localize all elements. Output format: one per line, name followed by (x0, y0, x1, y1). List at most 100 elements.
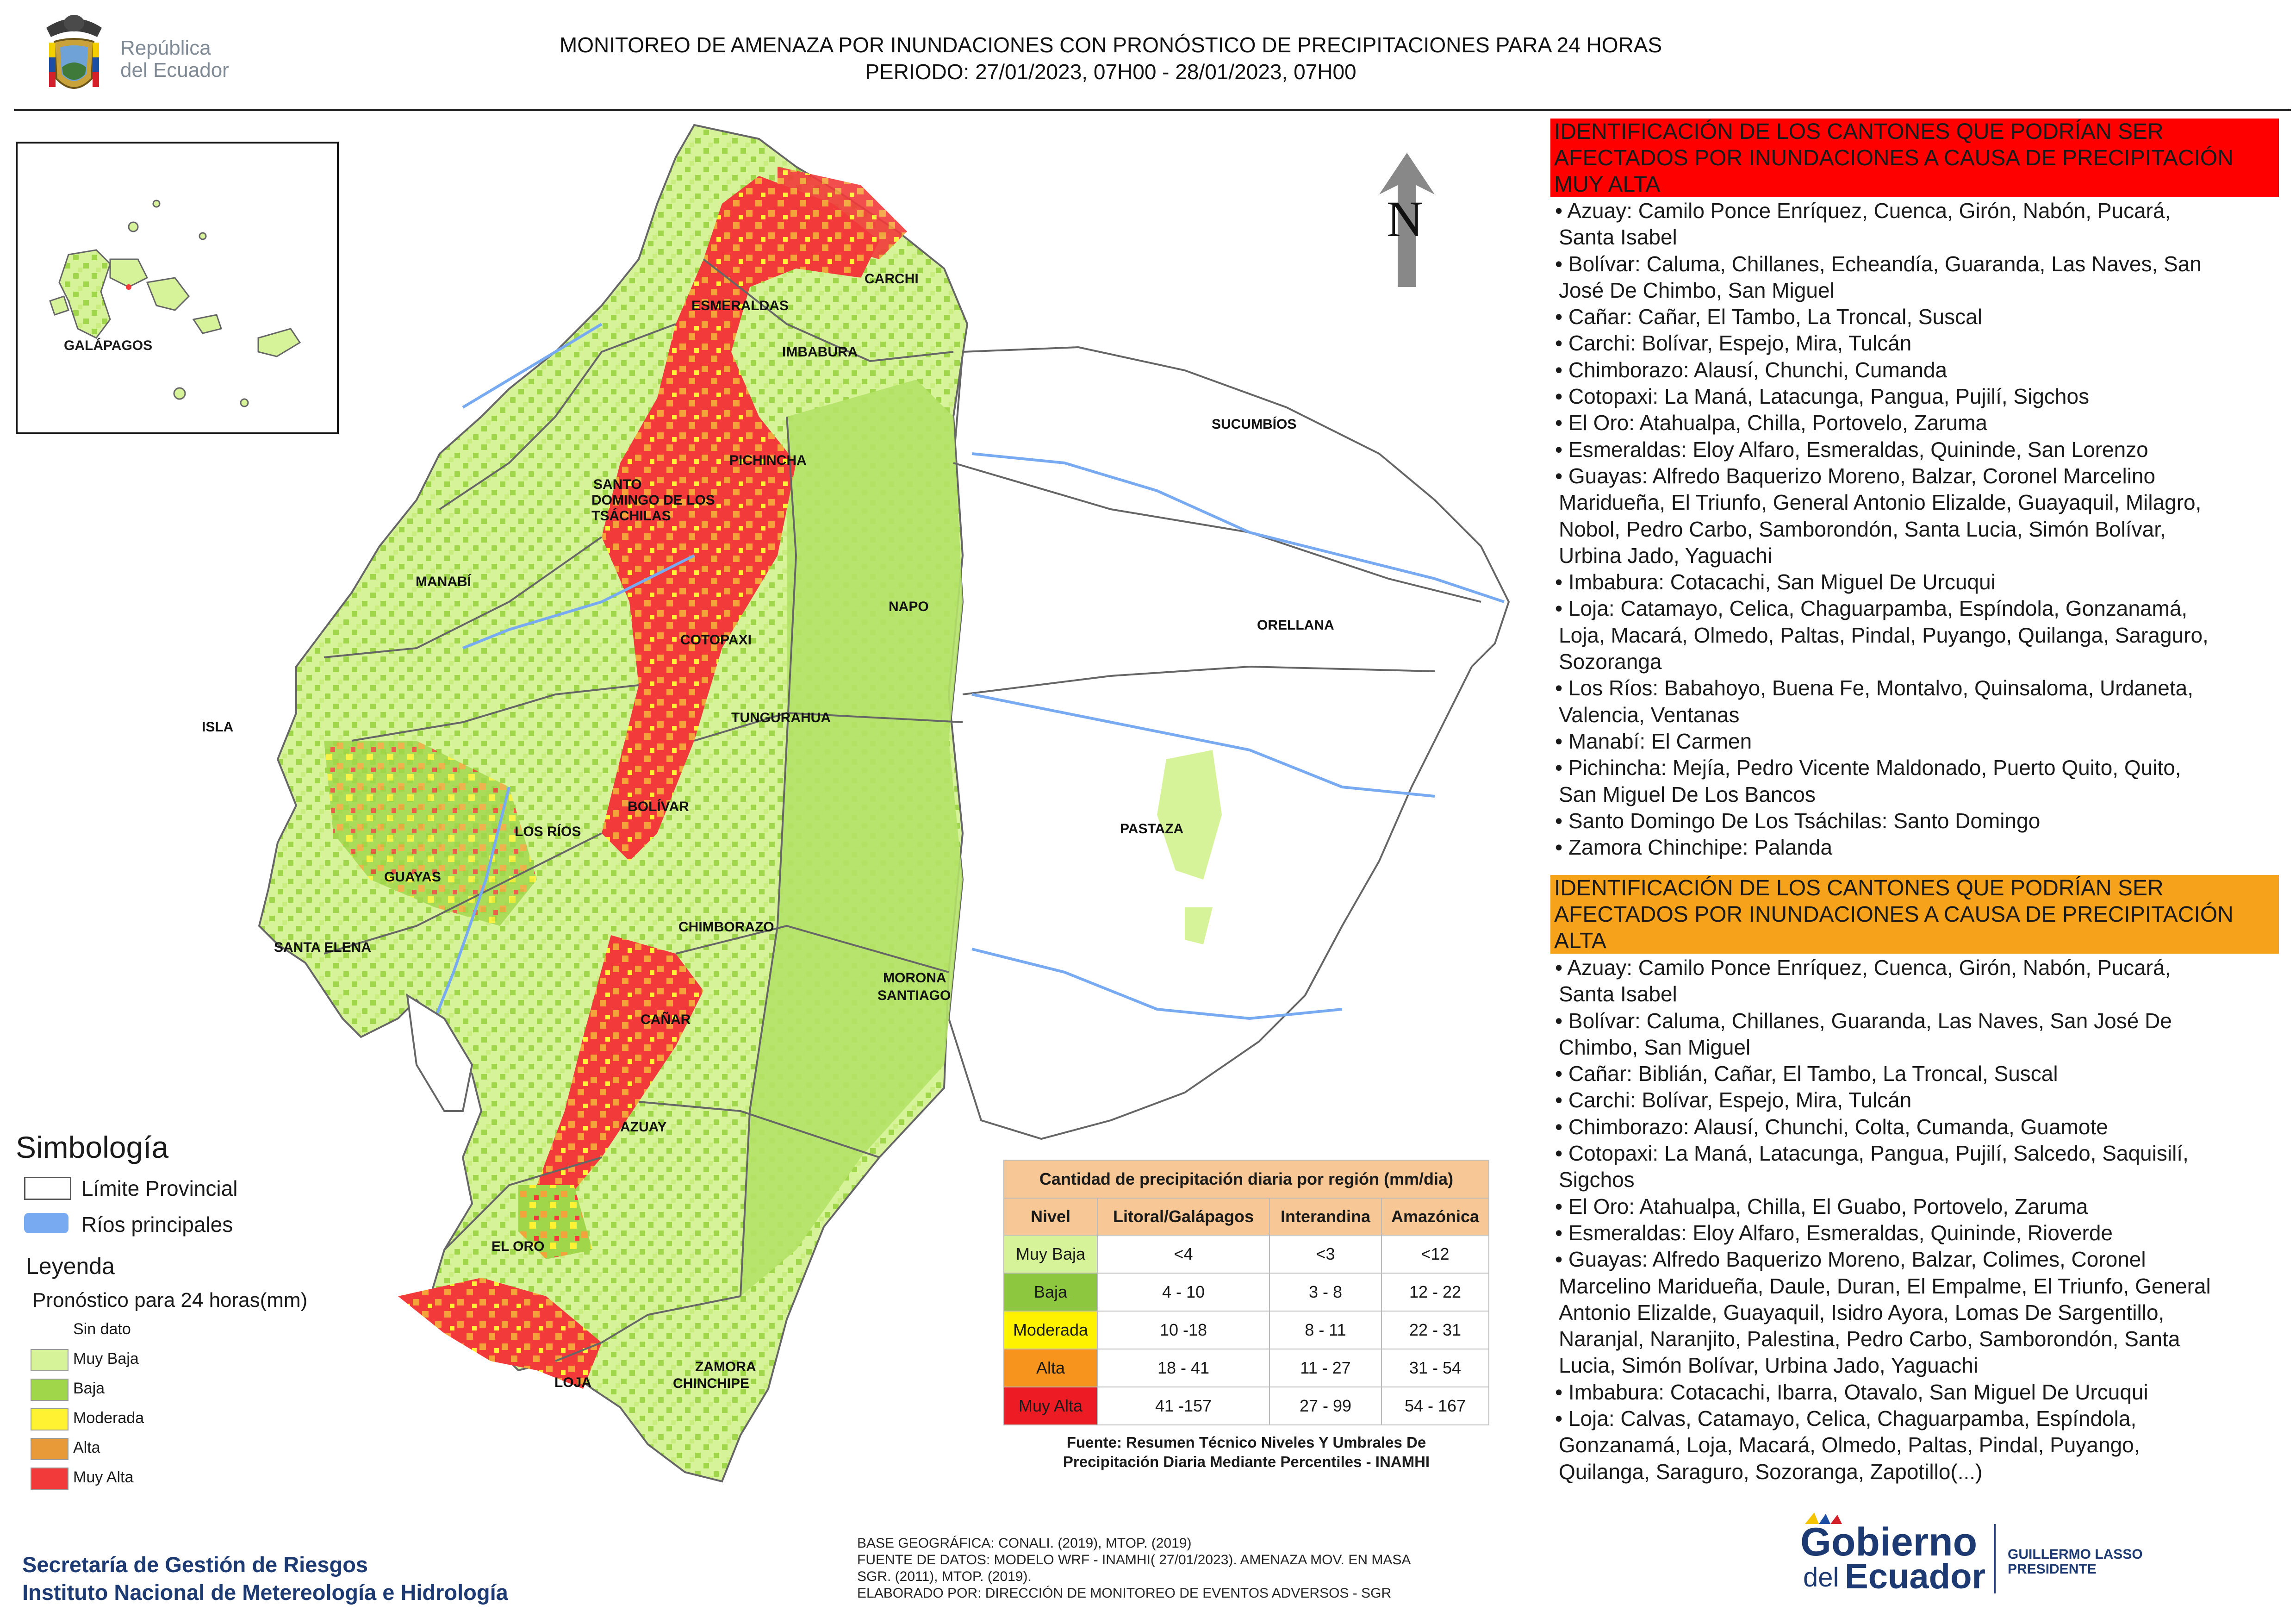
canton-line: Chimbo, San Miguel (1559, 1035, 1751, 1059)
canton-line: • Esmeraldas: Eloy Alfaro, Esmeraldas, Q… (1555, 1220, 2113, 1245)
label-galapagos: GALÁPAGOS (64, 338, 153, 353)
provincial-boundaries (324, 258, 1481, 1362)
logo-divider (1994, 1524, 1996, 1593)
label-los-rios: LOS RÍOS (515, 824, 581, 839)
table-cell-nivel: Muy Baja (1003, 1235, 1098, 1274)
canton-line: Sigchos (1559, 1168, 1635, 1192)
label-guayas: GUAYAS (384, 869, 441, 885)
alta-cantons: • Azuay: Camilo Ponce Enríquez, Cuenca, … (1555, 955, 2286, 1485)
canton-line: • Cañar: Biblián, Cañar, El Tambo, La Tr… (1555, 1062, 2058, 1086)
legend-class-row: Baja (31, 1379, 308, 1402)
canton-line: • Santo Domingo De Los Tsáchilas: Santo … (1555, 808, 2041, 833)
table-cell-interandina: 3 - 8 (1269, 1273, 1382, 1312)
table-row: Baja 4 - 10 3 - 8 12 - 22 (1003, 1273, 1489, 1312)
canton-line: Lucia, Simón Bolívar, Urbina Jado, Yagua… (1559, 1353, 1979, 1378)
alta-zone-carchi (778, 167, 907, 259)
canton-line: • Manabí: El Carmen (1555, 729, 1752, 753)
main-rivers (434, 323, 1505, 1020)
canton-line: • Los Ríos: Babahoyo, Buena Fe, Montalvo… (1555, 676, 2193, 700)
alta-zone-oro (518, 1185, 592, 1259)
label-chimborazo: CHIMBORAZO (678, 919, 774, 935)
canton-line: • Chimborazo: Alausí, Chunchi, Cumanda (1555, 357, 1948, 382)
canton-line: Nobol, Pedro Carbo, Samborondón, Santa L… (1559, 517, 2166, 541)
label-chinchipe: CHINCHIPE (673, 1376, 749, 1391)
legend-swatch (31, 1438, 68, 1460)
ecuador-line: del Ecuador (120, 59, 229, 81)
canton-line: • Imbabura: Cotacachi, Ibarra, Otavalo, … (1555, 1380, 2148, 1404)
legend-class-row: Muy Baja (31, 1349, 308, 1372)
canton-line: Loja, Macará, Olmedo, Paltas, Pindal, Pu… (1559, 623, 2209, 647)
table-cell-litoral: 10 -18 (1097, 1311, 1270, 1349)
label-napo: NAPO (889, 599, 929, 614)
gobierno-logo: Gobierno del Ecuador GUILLERMO LASSO PRE… (1800, 1510, 2217, 1603)
gulf-water (406, 993, 473, 1112)
north-arrow-icon (1379, 153, 1435, 287)
canton-line: • Guayas: Alfredo Baquerizo Moreno, Balz… (1555, 1247, 2146, 1272)
title-period: PERIODO: 27/01/2023, 07H00 - 28/01/2023,… (865, 60, 1356, 84)
north-label: N (1387, 191, 1424, 247)
canton-line: • Azuay: Camilo Ponce Enríquez, Cuenca, … (1555, 956, 2171, 980)
canton-line: • Zamora Chinchipe: Palanda (1555, 835, 1833, 860)
canton-line: • Loja: Catamayo, Celica, Chaguarpamba, … (1555, 596, 2188, 621)
label-imbabura: IMBABURA (782, 344, 858, 360)
north-arrow: N (1370, 148, 1444, 296)
canton-line: Quilanga, Saraguro, Sozoranga, Zapotillo… (1559, 1459, 1983, 1484)
base-note-1: BASE GEOGRÁFICA: CONALI. (2019), MTOP. (… (857, 1536, 1192, 1551)
label-pastaza: PASTAZA (1120, 821, 1183, 837)
alta-header-3: ALTA (1554, 929, 1606, 953)
source-line-1: Fuente: Resumen Técnico Niveles Y Umbral… (1066, 1434, 1426, 1451)
legend-class-row: Muy Alta (31, 1468, 308, 1491)
label-zamora: ZAMORA (695, 1359, 756, 1374)
canton-line: • Carchi: Bolívar, Espejo, Mira, Tulcán (1555, 1088, 1912, 1112)
canton-line: Marcelino Maridueña, Daule, Duran, El Em… (1559, 1274, 2211, 1298)
label-tungurahua: TUNGURAHUA (731, 710, 831, 725)
table-cell-interandina: 11 - 27 (1269, 1349, 1382, 1387)
label-canar: CAÑAR (641, 1012, 691, 1027)
moderada-zone-guayas (324, 741, 537, 926)
label-manabi: MANABÍ (416, 574, 472, 589)
canton-line: • El Oro: Atahualpa, Chilla, El Guabo, P… (1555, 1194, 2088, 1218)
label-santo-domingo-1: SANTO (593, 477, 641, 492)
org-sgr: Secretaría de Gestión de Riesgos (22, 1552, 368, 1577)
legend-limite-label: Límite Provincial (81, 1176, 238, 1200)
muy-alta-header: IDENTIFICACIÓN DE LOS CANTONES QUE PODRÍ… (1550, 119, 2279, 197)
provincial-limit-swatch (24, 1177, 71, 1200)
legend-class-label: Baja (73, 1380, 105, 1397)
legend-class-label: Muy Baja (73, 1350, 139, 1368)
canton-line: Sozoranga (1559, 650, 1662, 674)
title-line-1: MONITOREO DE AMENAZA POR INUNDACIONES CO… (559, 33, 1662, 57)
republica-text: República del Ecuador (120, 37, 229, 81)
muy-alta-zone (602, 176, 879, 861)
table-cell-amazonica: 12 - 22 (1381, 1273, 1489, 1312)
canton-line: Santa Isabel (1559, 225, 1677, 250)
table-cell-litoral: <4 (1097, 1235, 1270, 1274)
label-santa-elena: SANTA ELENA (274, 940, 371, 955)
canton-line: • Loja: Calvas, Catamayo, Celica, Chagua… (1555, 1406, 2137, 1431)
ecuador-flood-map: CARCHI ESMERALDAS IMBABURA SUCUMBÍOS PIC… (202, 124, 1510, 1483)
label-santiago: SANTIAGO (877, 988, 951, 1003)
canton-line: • Imbabura: Cotacachi, San Miguel De Urc… (1555, 570, 1996, 594)
legend-subtitle: Leyenda (26, 1253, 115, 1279)
canton-line: • Bolívar: Caluma, Chillanes, Echeandía,… (1555, 251, 2202, 276)
muy-alta-cantons: • Azuay: Camilo Ponce Enríquez, Cuenca, … (1555, 198, 2286, 861)
label-santo-domingo-3: TSÁCHILAS (591, 508, 671, 524)
organization-lines: Secretaría de Gestión de Riesgos Institu… (22, 1551, 508, 1606)
canton-line: Maridueña, El Triunfo, General Antonio E… (1559, 490, 2202, 515)
table-cell-amazonica: 31 - 54 (1381, 1349, 1489, 1387)
header-divider (14, 109, 2291, 111)
legend-rios-label: Ríos principales (81, 1212, 233, 1237)
table-cell-amazonica: <12 (1381, 1235, 1489, 1274)
label-carchi: CARCHI (865, 271, 919, 287)
precipitation-table: Cantidad de precipitación diaria por reg… (1003, 1160, 1489, 1425)
label-cotopaxi: COTOPAXI (680, 632, 752, 648)
galapagos-islands (49, 200, 301, 407)
canton-line: • Cañar: Cañar, El Tambo, La Troncal, Su… (1555, 305, 1982, 329)
eastern-slope (740, 380, 963, 1296)
label-sucumbios: SUCUMBÍOS (1212, 416, 1296, 432)
canton-line: Valencia, Ventanas (1559, 702, 1740, 727)
muy-alta-header-3: MUY ALTA (1554, 172, 1661, 197)
table-cell-interandina: 8 - 11 (1269, 1311, 1382, 1349)
canton-line: Naranjal, Naranjito, Palestina, Pedro Ca… (1559, 1327, 2180, 1351)
gobierno-word: Gobierno (1800, 1520, 1978, 1564)
legend-class-row: Alta (31, 1438, 308, 1461)
